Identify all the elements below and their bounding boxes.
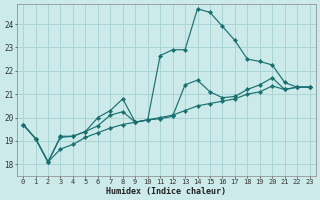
X-axis label: Humidex (Indice chaleur): Humidex (Indice chaleur) xyxy=(106,187,226,196)
